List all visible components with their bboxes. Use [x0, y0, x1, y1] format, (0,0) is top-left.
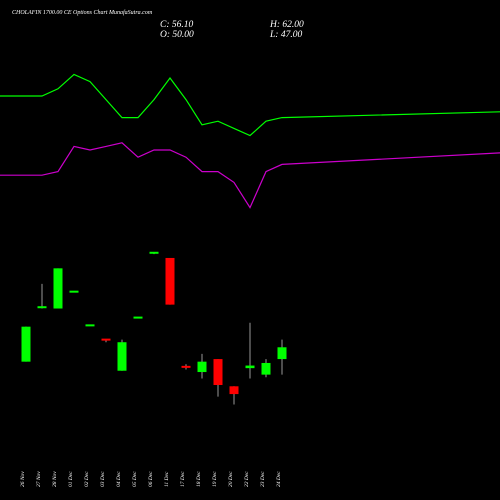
candle — [277, 339, 287, 375]
candle-body-up — [37, 306, 47, 309]
candle-body-down — [101, 338, 111, 341]
open-value: O: 50.00 — [160, 30, 194, 40]
candle-body-up — [261, 362, 271, 375]
candle-body-up — [245, 365, 255, 369]
candle — [21, 326, 31, 362]
indicator-lines — [0, 73, 500, 209]
candle-body-up — [117, 342, 127, 371]
x-tick-label: 20 Dec — [228, 471, 234, 487]
candles — [21, 251, 287, 405]
x-tick-label: 06 Dec — [148, 471, 154, 487]
candle — [229, 386, 239, 405]
low-value: L: 47.00 — [270, 30, 303, 40]
candle-body-down — [165, 257, 175, 305]
x-tick-label: 22 Dec — [244, 471, 250, 487]
x-tick-label: 05 Dec — [132, 471, 138, 487]
candle — [53, 268, 63, 309]
candle — [181, 364, 191, 370]
chart-title: CHOLAFIN 1700.00 CE Options Chart Munafa… — [12, 10, 153, 16]
candle-body-up — [197, 361, 207, 373]
candle — [101, 338, 111, 343]
candle-body-up — [69, 290, 79, 293]
candle — [133, 316, 143, 319]
x-tick-label: 02 Dec — [84, 471, 90, 487]
x-tick-label: 11 Dec — [164, 471, 170, 487]
x-tick-label: 18 Dec — [196, 471, 202, 487]
candle-body-up — [149, 251, 159, 254]
candle-body-up — [85, 324, 95, 327]
candle — [149, 251, 159, 255]
x-tick-label: 19 Dec — [212, 471, 218, 487]
candle-body-up — [277, 347, 287, 360]
candle — [69, 290, 79, 293]
candle-body-down — [213, 359, 223, 385]
x-tick-label: 24 Dec — [275, 471, 282, 487]
candle-body-down — [229, 386, 239, 395]
candle-body-up — [133, 316, 143, 319]
upper-indicator-line — [0, 73, 500, 137]
x-tick-label: 01 Dec — [68, 471, 74, 487]
x-tick-label: 28 Nov — [52, 471, 58, 487]
high-value: H: 62.00 — [270, 20, 304, 30]
candle — [245, 322, 255, 379]
candle — [165, 257, 175, 305]
x-axis-labels: 26 Nov 27 Nov 28 Nov 01 Dec 02 Dec 03 Dec 04 D… — [20, 471, 282, 487]
x-tick-label: 27 Nov — [36, 471, 42, 487]
x-tick-label: 23 Dec — [260, 471, 266, 487]
candle — [197, 353, 207, 379]
x-tick-label: 03 Dec — [100, 471, 106, 487]
candle-body-up — [53, 268, 63, 309]
x-tick-label: 26 Nov — [20, 471, 26, 487]
candle — [261, 359, 271, 378]
candle — [85, 324, 95, 327]
x-tick-label: 04 Dec — [115, 471, 122, 487]
candle — [117, 339, 127, 371]
lower-indicator-line — [0, 142, 500, 209]
candle — [213, 359, 223, 397]
candle — [37, 283, 47, 309]
candle-body-down — [181, 365, 191, 368]
close-value: C: 56.10 — [160, 20, 194, 30]
candle-body-up — [21, 326, 31, 362]
x-tick-label: 17 Dec — [180, 471, 186, 487]
